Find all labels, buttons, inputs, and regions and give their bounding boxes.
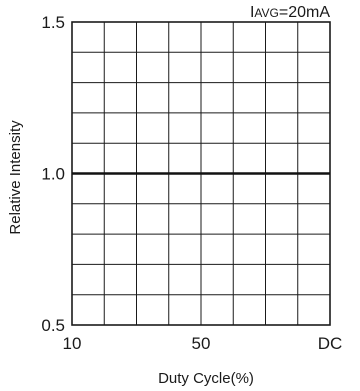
y-tick-label: 1.5: [41, 13, 65, 32]
annotation-main: I: [250, 4, 254, 21]
annotation-rest: =20mA: [279, 4, 330, 21]
y-tick-label: 0.5: [41, 316, 65, 335]
annotation-iavg: IAVG=20mA: [250, 4, 330, 21]
y-tick-label: 1.0: [41, 165, 65, 184]
x-tick-label: 10: [63, 334, 82, 353]
x-tick-labels: 10 50 DC: [63, 334, 343, 353]
y-axis-title: Relative Intensity: [7, 120, 24, 235]
annotation-sub: AVG: [254, 6, 278, 20]
x-tick-label: 50: [192, 334, 211, 353]
x-tick-label: DC: [318, 334, 343, 353]
x-axis-title: Duty Cycle(%): [158, 370, 254, 387]
y-tick-labels: 0.5 1.0 1.5: [41, 13, 65, 335]
